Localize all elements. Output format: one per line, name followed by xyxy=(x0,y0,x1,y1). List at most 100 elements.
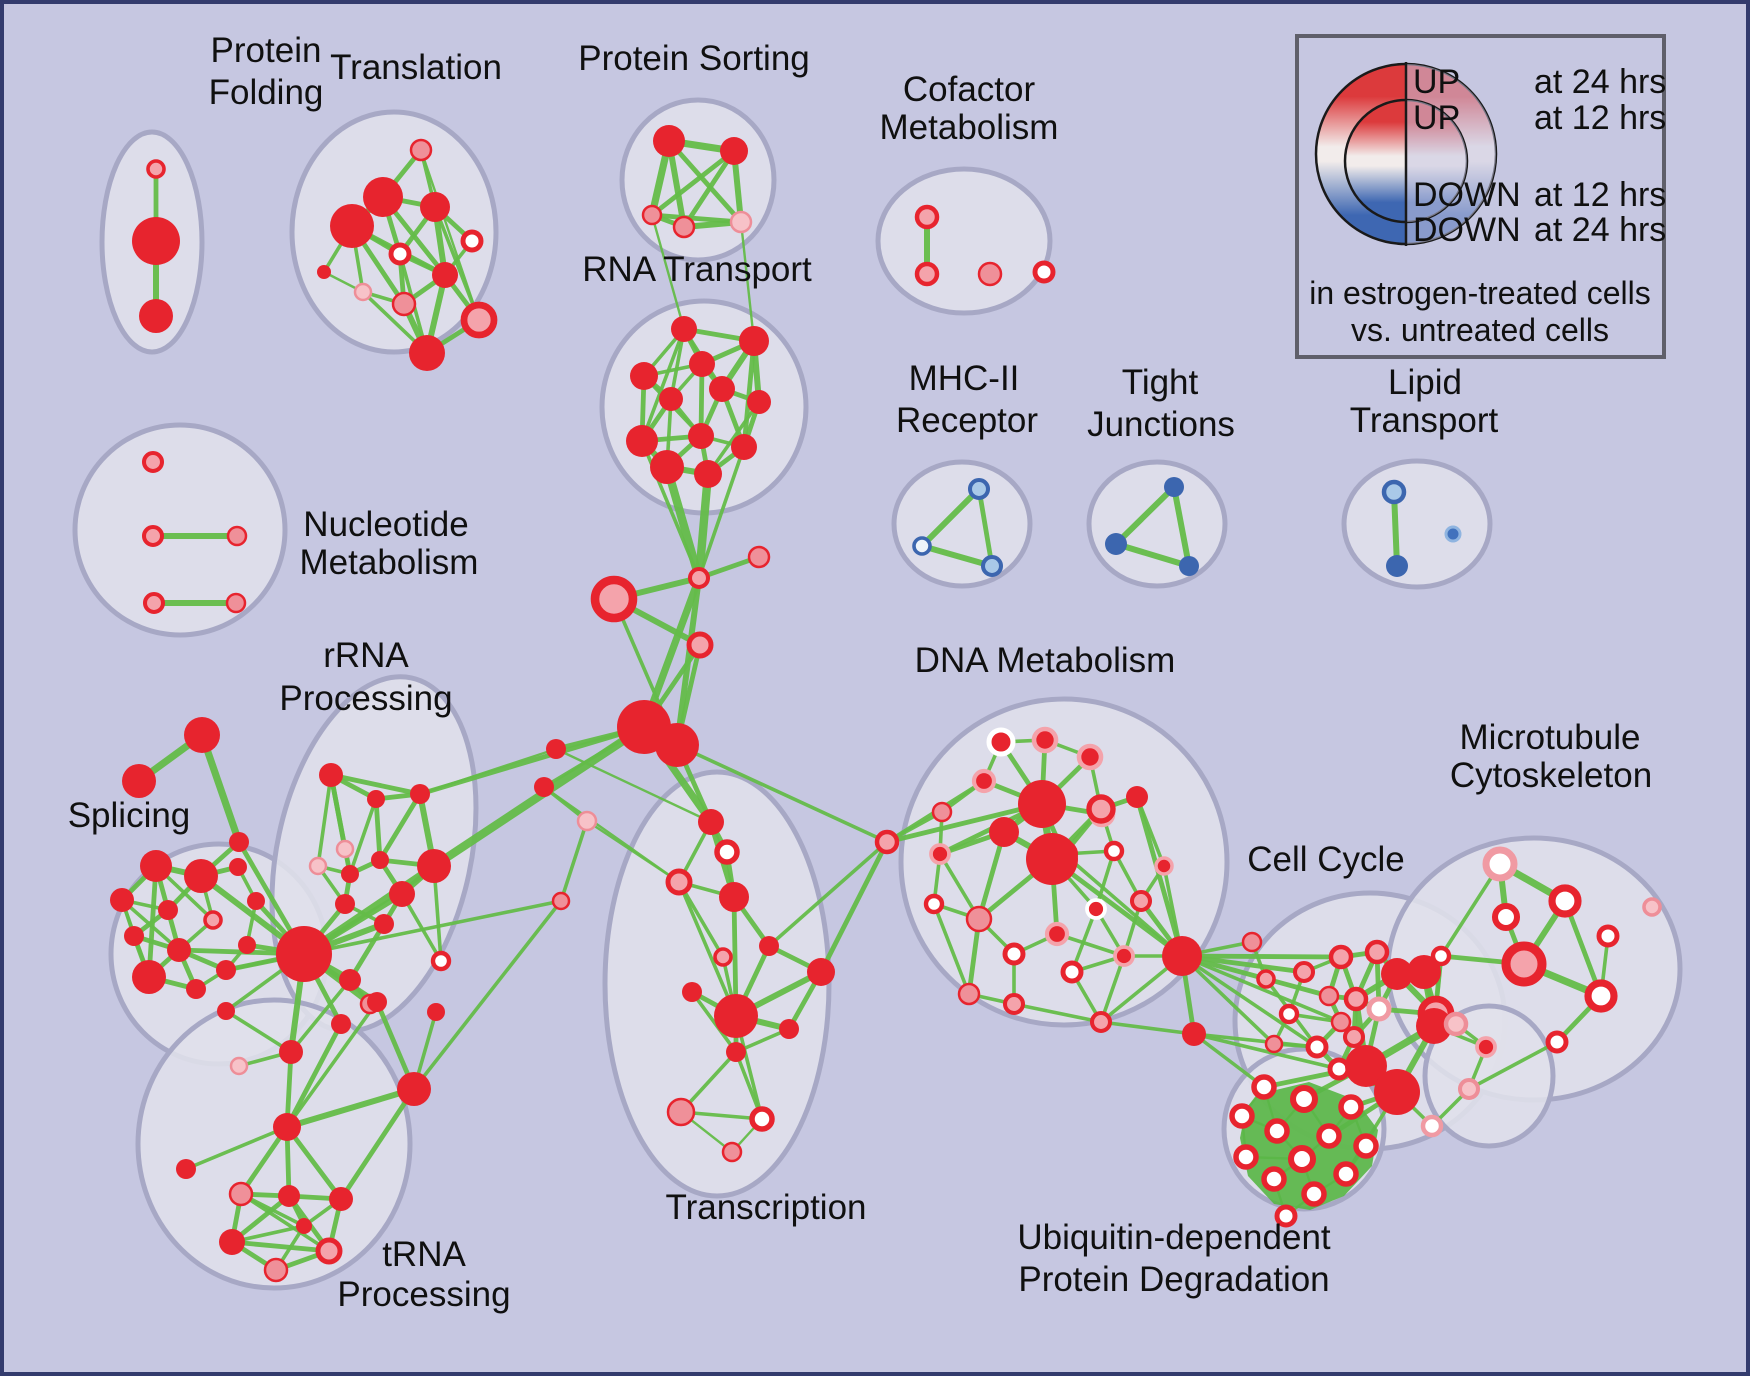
gene-node xyxy=(1287,1144,1317,1174)
gene-node xyxy=(1261,1166,1287,1192)
legend-term-1: UP xyxy=(1413,99,1460,137)
edge xyxy=(884,801,1045,845)
gene-node xyxy=(1229,1103,1255,1129)
edge xyxy=(666,138,744,225)
gene-node xyxy=(1002,992,1026,1016)
edge xyxy=(767,840,889,948)
edge xyxy=(1562,898,1604,999)
gene-node xyxy=(122,764,156,798)
edge xyxy=(284,1086,417,1130)
gene-node xyxy=(335,839,355,859)
gene-node xyxy=(460,229,484,253)
gene-node xyxy=(397,1072,431,1106)
gene-node xyxy=(641,204,663,226)
gene-node xyxy=(1328,944,1354,970)
network-nodes xyxy=(110,125,1662,1283)
gene-node xyxy=(713,947,733,967)
edge xyxy=(1179,953,1307,975)
gene-node xyxy=(729,210,753,234)
gene-node xyxy=(694,460,722,488)
gene-node xyxy=(1491,902,1521,932)
cluster-label-rrna-2: Processing xyxy=(279,679,452,718)
gene-node xyxy=(1548,884,1582,918)
gene-node xyxy=(682,982,702,1002)
edge xyxy=(1062,852,1184,958)
gene-node xyxy=(1264,1034,1284,1054)
gene-node xyxy=(1103,840,1125,862)
edge xyxy=(1099,954,1126,1024)
gene-node xyxy=(714,839,740,865)
gene-node xyxy=(1031,726,1059,754)
edge xyxy=(585,819,681,884)
gene-node xyxy=(721,1141,743,1163)
legend-time-3: at 24 hrs xyxy=(1534,211,1666,249)
cluster-label-trna-1: tRNA xyxy=(382,1235,466,1274)
gene-node xyxy=(914,204,940,230)
gene-node xyxy=(1457,1077,1481,1101)
gene-node xyxy=(229,832,249,852)
gene-node xyxy=(1085,898,1107,920)
cluster-ellipse-cofactor xyxy=(875,166,1053,316)
gene-node xyxy=(731,434,757,460)
edge xyxy=(284,1124,344,1202)
legend-time-2: at 12 hrs xyxy=(1534,176,1666,214)
gene-node xyxy=(1386,555,1408,577)
edge xyxy=(1134,794,1185,959)
gene-node xyxy=(779,1019,799,1039)
gene-node xyxy=(1584,979,1618,1013)
gene-node xyxy=(140,850,172,882)
gene-node xyxy=(219,1229,245,1255)
gene-node xyxy=(714,994,758,1038)
gene-node xyxy=(184,717,220,753)
edge xyxy=(706,400,761,476)
gene-node xyxy=(430,950,452,972)
edge xyxy=(284,1021,344,1130)
gene-node xyxy=(279,1040,303,1064)
cluster-label-rrna-1: rRNA xyxy=(323,636,409,675)
gene-node xyxy=(1345,1045,1387,1087)
gene-node xyxy=(167,938,191,962)
edge xyxy=(316,773,333,868)
gene-node xyxy=(967,477,991,501)
legend-term-3: DOWN xyxy=(1413,211,1521,249)
edge xyxy=(662,462,704,583)
gene-node xyxy=(391,291,417,317)
cluster-label-splicing: Splicing xyxy=(68,796,191,835)
gene-node xyxy=(590,575,638,623)
gene-node xyxy=(339,969,361,991)
edge xyxy=(640,327,686,443)
gene-node xyxy=(331,1014,351,1034)
edge xyxy=(1179,953,1344,960)
cluster-label-transcription: Transcription xyxy=(666,1188,867,1227)
gene-node xyxy=(1060,960,1084,984)
edge xyxy=(818,839,890,975)
gene-node xyxy=(273,1113,301,1141)
cluster-label-cell-cycle: Cell Cycle xyxy=(1247,840,1405,879)
gene-node xyxy=(319,763,343,787)
gene-node xyxy=(1381,479,1407,505)
legend-fade-half xyxy=(1406,100,1467,222)
gene-node xyxy=(986,727,1016,757)
gene-node xyxy=(367,790,385,808)
edge xyxy=(418,747,558,796)
gene-node xyxy=(142,591,166,615)
gene-node xyxy=(659,387,683,411)
gene-node xyxy=(110,888,134,912)
gene-node xyxy=(409,335,445,371)
gene-node xyxy=(388,242,412,266)
cluster-label-mhc-1: MHC-II xyxy=(909,359,1020,398)
cluster-ellipse-overlap-small xyxy=(1422,1003,1556,1149)
edge xyxy=(697,445,746,580)
edge xyxy=(328,772,423,797)
cluster-label-ubiquitin-2: Protein Degradation xyxy=(1018,1260,1329,1299)
gene-node xyxy=(329,1187,353,1211)
gene-node xyxy=(1126,786,1148,808)
gene-node xyxy=(1032,260,1056,284)
legend-term-2: DOWN xyxy=(1413,176,1521,214)
legend-caption-0: in estrogen-treated cells xyxy=(1309,275,1651,311)
gene-node xyxy=(1044,921,1070,947)
gene-node xyxy=(914,261,940,287)
gene-node xyxy=(929,843,951,865)
cluster-label-microtubule-1: Microtubule xyxy=(1460,718,1641,757)
